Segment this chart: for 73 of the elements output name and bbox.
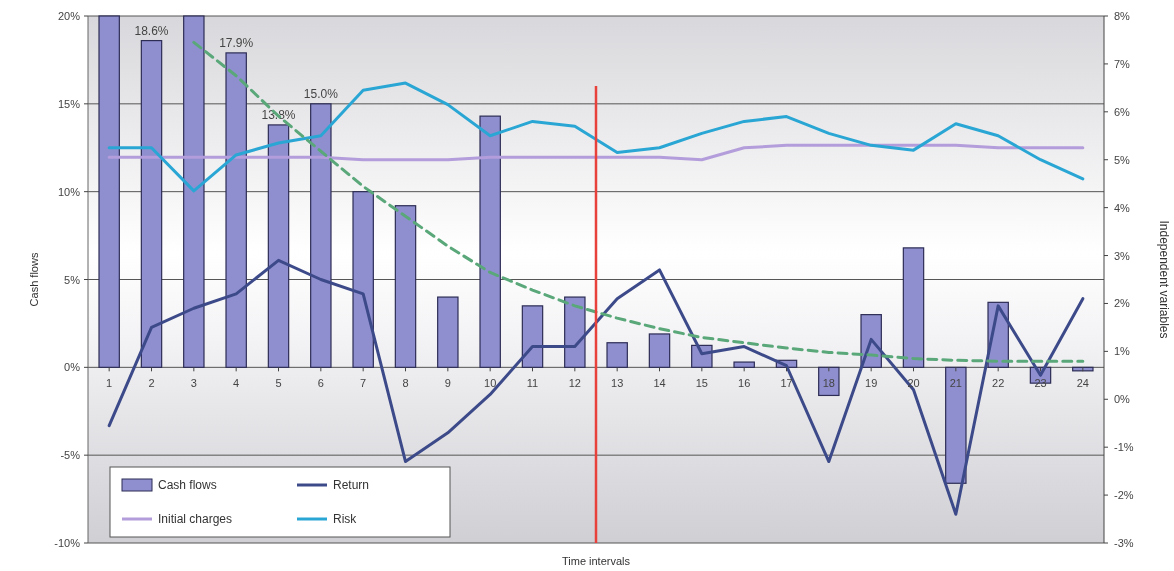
y2-tick-label: 4% [1114,201,1131,214]
x-tick-label: 2 [148,377,155,390]
bar [902,247,925,368]
bar [183,15,205,368]
x-tick-label: 10 [484,377,497,390]
x-tick-label: 24 [1076,377,1089,390]
bar [648,333,671,368]
x-tick-label: 16 [738,377,751,390]
data-label: 18.6% [134,23,169,38]
legend-label: Initial charges [158,512,233,526]
x-tick-label: 19 [865,377,878,390]
x-tick-label: 13 [611,377,624,390]
y2-axis-title: Independent variables [1157,220,1171,339]
bar [818,366,840,397]
y2-tick-label: 7% [1114,57,1131,70]
data-label: 17.9% [219,35,254,50]
y2-tick-label: 3% [1114,249,1131,262]
legend-label: Cash flows [158,478,217,492]
x-tick-label: 20 [907,377,920,390]
y-tick-label: 0% [64,361,81,374]
bar [733,361,755,368]
y2-tick-label: 0% [1114,393,1131,406]
bar [437,296,459,368]
x-tick-label: 5 [275,377,282,390]
x-axis-title: Time intervals [561,555,631,567]
y2-tick-label: 6% [1114,105,1131,118]
line-series [107,143,1085,162]
y-tick-label: 10% [57,185,81,198]
x-tick-label: 22 [992,377,1005,390]
bar [310,103,332,368]
y2-tick-label: -1% [1114,441,1134,454]
bar [225,52,247,368]
bar [521,305,544,368]
bar [140,39,163,368]
x-tick-label: 18 [822,377,835,390]
x-tick-label: 4 [233,377,240,390]
y2-tick-label: 5% [1114,153,1131,166]
bar [267,124,290,368]
y-axis-title: Cash flows [28,252,40,307]
x-tick-label: 1 [106,377,113,390]
x-tick-label: 7 [360,377,367,390]
x-tick-label: 9 [444,377,451,390]
y-tick-label: 5% [64,273,81,286]
y-tick-label: -5% [60,449,81,462]
legend-label: Return [333,478,370,492]
y2-tick-label: -2% [1114,489,1134,502]
bar [945,366,967,484]
y2-tick-label: 2% [1114,297,1131,310]
x-tick-label: 3 [190,377,197,390]
y2-tick-label: -3% [1114,537,1134,549]
bar [479,115,501,368]
data-label: 15.0% [303,86,339,101]
x-tick-label: 6 [317,377,324,390]
y2-tick-label: 1% [1114,345,1131,358]
y-tick-label: 15% [57,97,81,110]
bar [98,15,120,368]
y-tick-label: -10% [54,537,81,549]
bar [606,342,628,368]
bar [564,296,586,368]
x-tick-label: 12 [568,377,581,390]
line-series [107,81,1085,193]
x-tick-label: 14 [653,377,666,390]
y2-tick-label: 8% [1114,10,1131,22]
bar [394,205,417,368]
legend-label: Risk [333,512,358,526]
x-tick-label: 17 [780,377,793,390]
x-tick-label: 11 [526,377,539,390]
x-tick-label: 21 [949,377,962,390]
line-series [192,40,1085,363]
y-tick-label: 20% [57,10,81,22]
x-tick-label: 8 [402,377,409,390]
x-tick-label: 15 [695,377,708,390]
bar [352,191,374,368]
